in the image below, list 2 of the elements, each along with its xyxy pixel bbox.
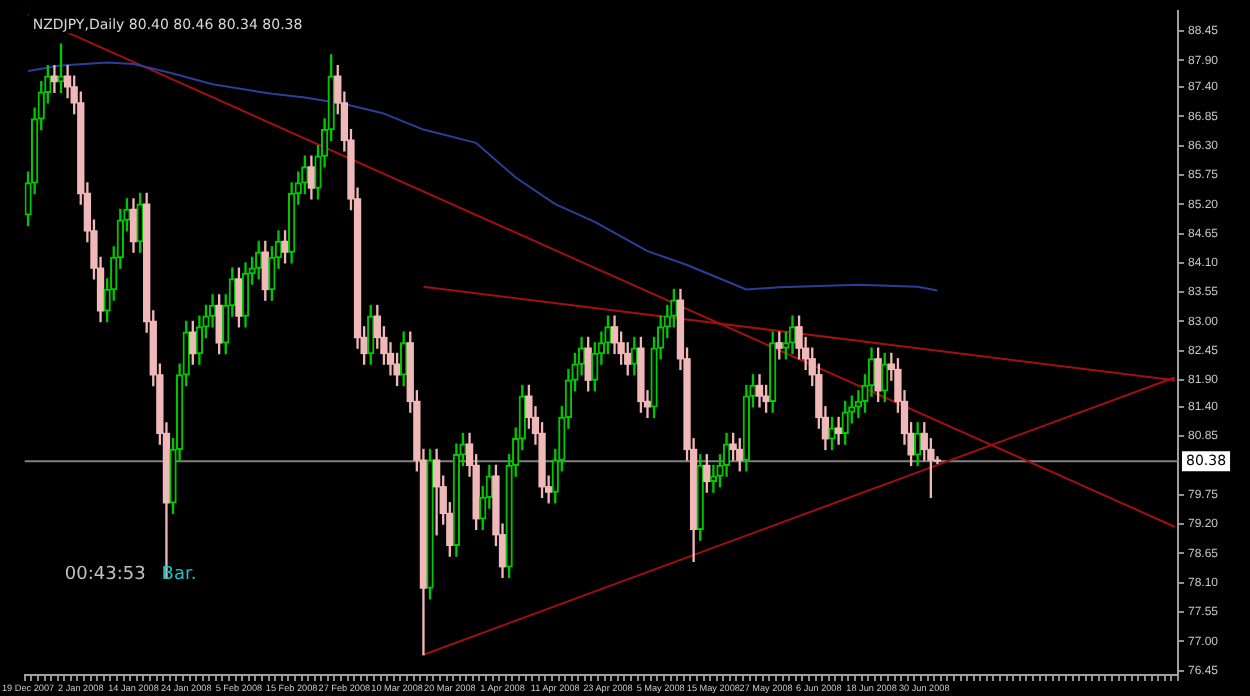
annotation: 00:43:53 (64, 564, 146, 585)
annotation: Bar. (161, 564, 197, 585)
